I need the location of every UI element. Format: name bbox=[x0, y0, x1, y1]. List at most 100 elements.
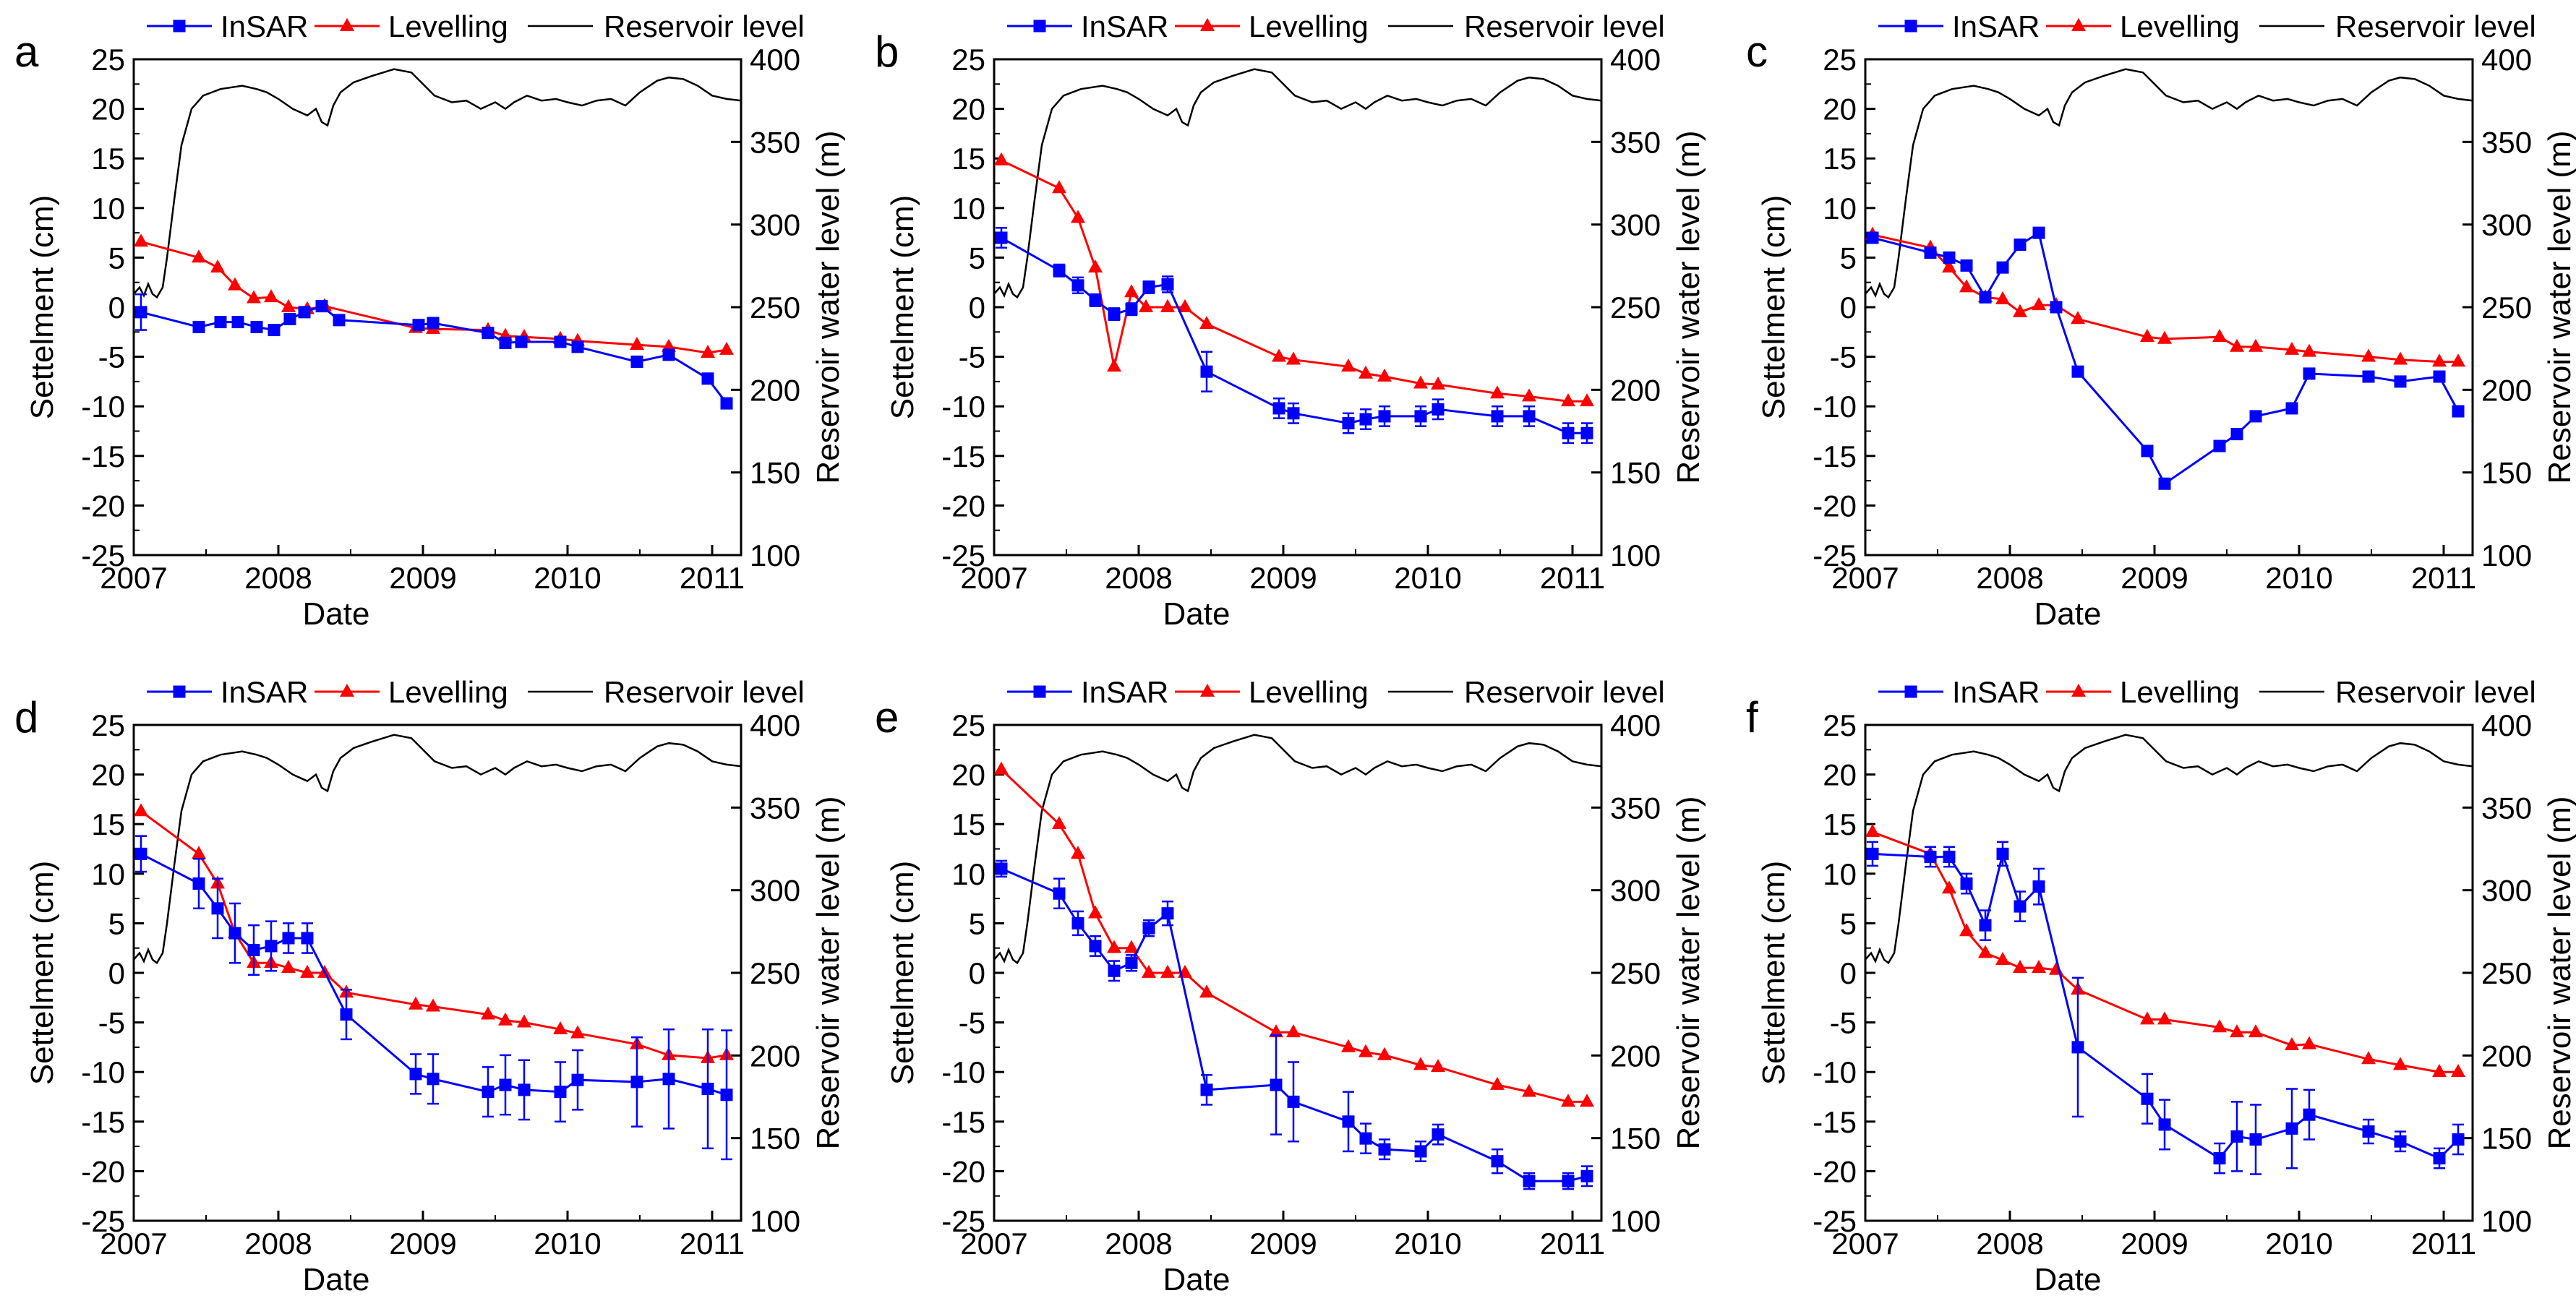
levelling-point bbox=[2032, 959, 2046, 973]
insar-point bbox=[231, 316, 244, 329]
levelling-point bbox=[1286, 1024, 1301, 1038]
x-tick-label: 2008 bbox=[1105, 1227, 1172, 1261]
levelling-point bbox=[517, 1014, 531, 1028]
y-tick-label: -20 bbox=[1813, 489, 1857, 523]
x-tick-label: 2011 bbox=[2411, 561, 2476, 595]
x-tick-label: 2011 bbox=[1540, 1227, 1605, 1261]
insar-point bbox=[409, 1068, 422, 1081]
y-tick-label: -25 bbox=[941, 538, 985, 572]
levelling-point bbox=[1107, 358, 1121, 372]
insar-point bbox=[1089, 293, 1102, 306]
y-tick-label: -5 bbox=[98, 1006, 125, 1040]
y2-tick-label: 250 bbox=[2481, 291, 2532, 325]
x-tick-label: 2009 bbox=[1249, 1227, 1317, 1261]
y-tick-label: -15 bbox=[941, 1105, 985, 1139]
insar-point bbox=[315, 300, 328, 313]
insar-point bbox=[2158, 1118, 2171, 1131]
panel-label: a bbox=[14, 27, 39, 76]
legend-levelling-label: Levelling bbox=[2120, 675, 2240, 709]
x-tick-label: 2008 bbox=[1976, 561, 2043, 595]
plot-frame bbox=[993, 723, 1603, 1222]
insar-point bbox=[1108, 964, 1121, 977]
levelling-point bbox=[1052, 816, 1066, 830]
legend-levelling-label: Levelling bbox=[388, 9, 508, 43]
levelling-point bbox=[210, 259, 225, 272]
levelling-series bbox=[134, 233, 734, 358]
insar-point bbox=[1996, 261, 2009, 274]
y2-tick-label: 200 bbox=[2481, 373, 2532, 407]
y2-tick-label: 150 bbox=[1610, 456, 1661, 490]
y-tick-label: 5 bbox=[1840, 241, 1857, 275]
levelling-point bbox=[1413, 1057, 1428, 1070]
insar-point bbox=[499, 1078, 512, 1091]
panel-label: c bbox=[1746, 27, 1768, 76]
legend: InSAR Levelling Reservoir level bbox=[147, 675, 805, 709]
levelling-point bbox=[1178, 299, 1192, 312]
insar-point bbox=[1924, 246, 1937, 259]
insar-point bbox=[412, 319, 425, 332]
right-y-axis: 400 350 300 250 200 150 100 bbox=[1591, 708, 1661, 1238]
insar-point bbox=[1378, 410, 1391, 423]
levelling-point bbox=[1139, 299, 1153, 312]
panel-label: f bbox=[1746, 693, 1758, 742]
x-tick-label: 2007 bbox=[1831, 1227, 1899, 1261]
insar-point bbox=[1943, 251, 1956, 264]
y-tick-label: 10 bbox=[91, 192, 125, 226]
insar-point bbox=[2032, 880, 2045, 893]
insar-point bbox=[2394, 375, 2407, 388]
legend-reservoir-label: Reservoir level bbox=[2335, 9, 2536, 43]
y2-tick-label: 400 bbox=[750, 43, 800, 77]
y-tick-label: -15 bbox=[81, 439, 125, 473]
insar-point bbox=[2014, 239, 2027, 252]
y-tick-label: 10 bbox=[91, 857, 125, 891]
y-tick-label: -20 bbox=[941, 1154, 985, 1188]
legend: InSAR Levelling Reservoir level bbox=[147, 9, 805, 43]
insar-point bbox=[1924, 850, 1937, 863]
insar-point bbox=[1414, 1145, 1427, 1158]
y-tick-label: 0 bbox=[1840, 291, 1857, 325]
insar-point bbox=[1200, 1083, 1213, 1096]
legend-insar-marker bbox=[1033, 685, 1046, 698]
panel-f: f 25 20 15 10 5 0 -5 -10 -15 -20 -25 400 350 300 250 200… bbox=[1746, 675, 2576, 1297]
levelling-point bbox=[2302, 343, 2316, 357]
insar-point bbox=[2213, 439, 2226, 452]
y-tick-label: 5 bbox=[1840, 906, 1857, 940]
levelling-point bbox=[719, 341, 734, 355]
legend-insar-marker bbox=[1904, 20, 1917, 33]
y2-tick-label: 200 bbox=[1610, 373, 1661, 407]
legend: InSAR Levelling Reservoir level bbox=[1878, 675, 2536, 709]
y-tick-label: -15 bbox=[81, 1105, 125, 1139]
levelling-point bbox=[2230, 1024, 2244, 1038]
insar-point bbox=[701, 372, 714, 385]
y2-tick-label: 400 bbox=[1610, 708, 1661, 742]
y2-tick-label: 250 bbox=[750, 956, 800, 990]
insar-point bbox=[2249, 410, 2262, 423]
legend: InSAR Levelling Reservoir level bbox=[1007, 675, 1665, 709]
insar-point bbox=[1161, 907, 1174, 920]
levelling-point bbox=[1959, 923, 1974, 937]
x-axis-title: Date bbox=[1163, 1262, 1231, 1297]
levelling-point bbox=[1088, 905, 1103, 919]
legend-levelling-marker bbox=[2071, 17, 2086, 31]
y2-tick-label: 250 bbox=[1610, 291, 1661, 325]
y-tick-label: -20 bbox=[1813, 1154, 1857, 1188]
y-tick-label: -25 bbox=[941, 1204, 985, 1238]
insar-point bbox=[134, 847, 147, 860]
levelling-point bbox=[630, 336, 644, 350]
levelling-point bbox=[2361, 1051, 2376, 1065]
levelling-series bbox=[994, 152, 1594, 407]
x-axis-title: Date bbox=[2034, 1262, 2102, 1297]
y-axis-title: Settelment (cm) bbox=[1756, 861, 1792, 1086]
insar-point bbox=[554, 1086, 567, 1099]
insar-point bbox=[1108, 308, 1121, 321]
y-axis-title: Settelment (cm) bbox=[25, 195, 60, 420]
y-tick-label: 25 bbox=[1823, 43, 1857, 77]
levelling-point bbox=[1160, 299, 1175, 312]
levelling-line bbox=[1001, 159, 1587, 403]
x-tick-label: 2009 bbox=[389, 561, 456, 595]
right-y-axis: 400 350 300 250 200 150 100 bbox=[731, 708, 800, 1238]
insar-series bbox=[995, 226, 1593, 445]
y-tick-label: 25 bbox=[951, 43, 985, 77]
y2-tick-label: 400 bbox=[750, 708, 800, 742]
